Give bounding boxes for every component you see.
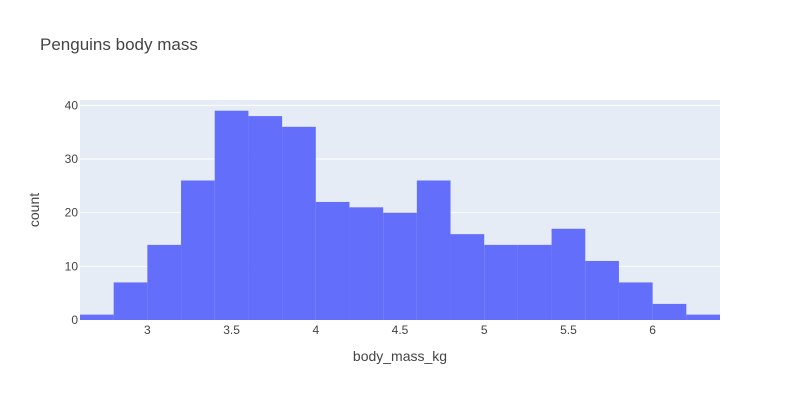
- x-tick-label: 4: [312, 323, 319, 337]
- x-tick-label: 6: [649, 323, 656, 337]
- histogram-bar-9: [383, 212, 417, 320]
- y-tick-label: 10: [65, 259, 79, 273]
- histogram-bar-2: [147, 244, 182, 320]
- histogram-bar-7: [315, 201, 350, 320]
- histogram-bar-12: [484, 244, 518, 320]
- y-axis-ticks: 0 10 20 30 40: [65, 98, 79, 327]
- bars: [80, 110, 720, 320]
- histogram-bar-18: [686, 314, 720, 320]
- x-tick-label: 5: [481, 323, 488, 337]
- x-tick-label: 5.5: [560, 323, 577, 337]
- y-tick-label: 40: [65, 98, 79, 112]
- x-axis-title: body_mass_kg: [353, 348, 447, 364]
- histogram-bar-16: [618, 282, 653, 320]
- histogram-bar-15: [585, 260, 619, 320]
- histogram-bar-10: [416, 180, 451, 320]
- histogram-bar-5: [248, 116, 283, 320]
- histogram-bar-1: [113, 282, 148, 320]
- chart-title: Penguins body mass: [40, 35, 198, 54]
- histogram-bar-11: [450, 234, 485, 320]
- x-tick-label: 3.5: [223, 323, 240, 337]
- histogram-bar-17: [652, 303, 687, 320]
- histogram-bar-13: [517, 244, 552, 320]
- y-tick-label: 0: [71, 313, 78, 327]
- x-tick-label: 3: [144, 323, 151, 337]
- x-tick-label: 4.5: [392, 323, 409, 337]
- x-axis-ticks: 3 3.5 4 4.5 5 5.5 6: [144, 323, 656, 337]
- histogram-bar-4: [214, 110, 249, 320]
- y-tick-label: 30: [65, 152, 79, 166]
- histogram-bar-3: [181, 180, 215, 320]
- histogram-bar-6: [282, 126, 316, 320]
- y-axis-title: count: [26, 193, 42, 227]
- histogram-bar-14: [551, 228, 586, 320]
- histogram-bar-0: [80, 314, 114, 320]
- y-tick-label: 20: [65, 206, 79, 220]
- histogram-bar-8: [349, 207, 384, 320]
